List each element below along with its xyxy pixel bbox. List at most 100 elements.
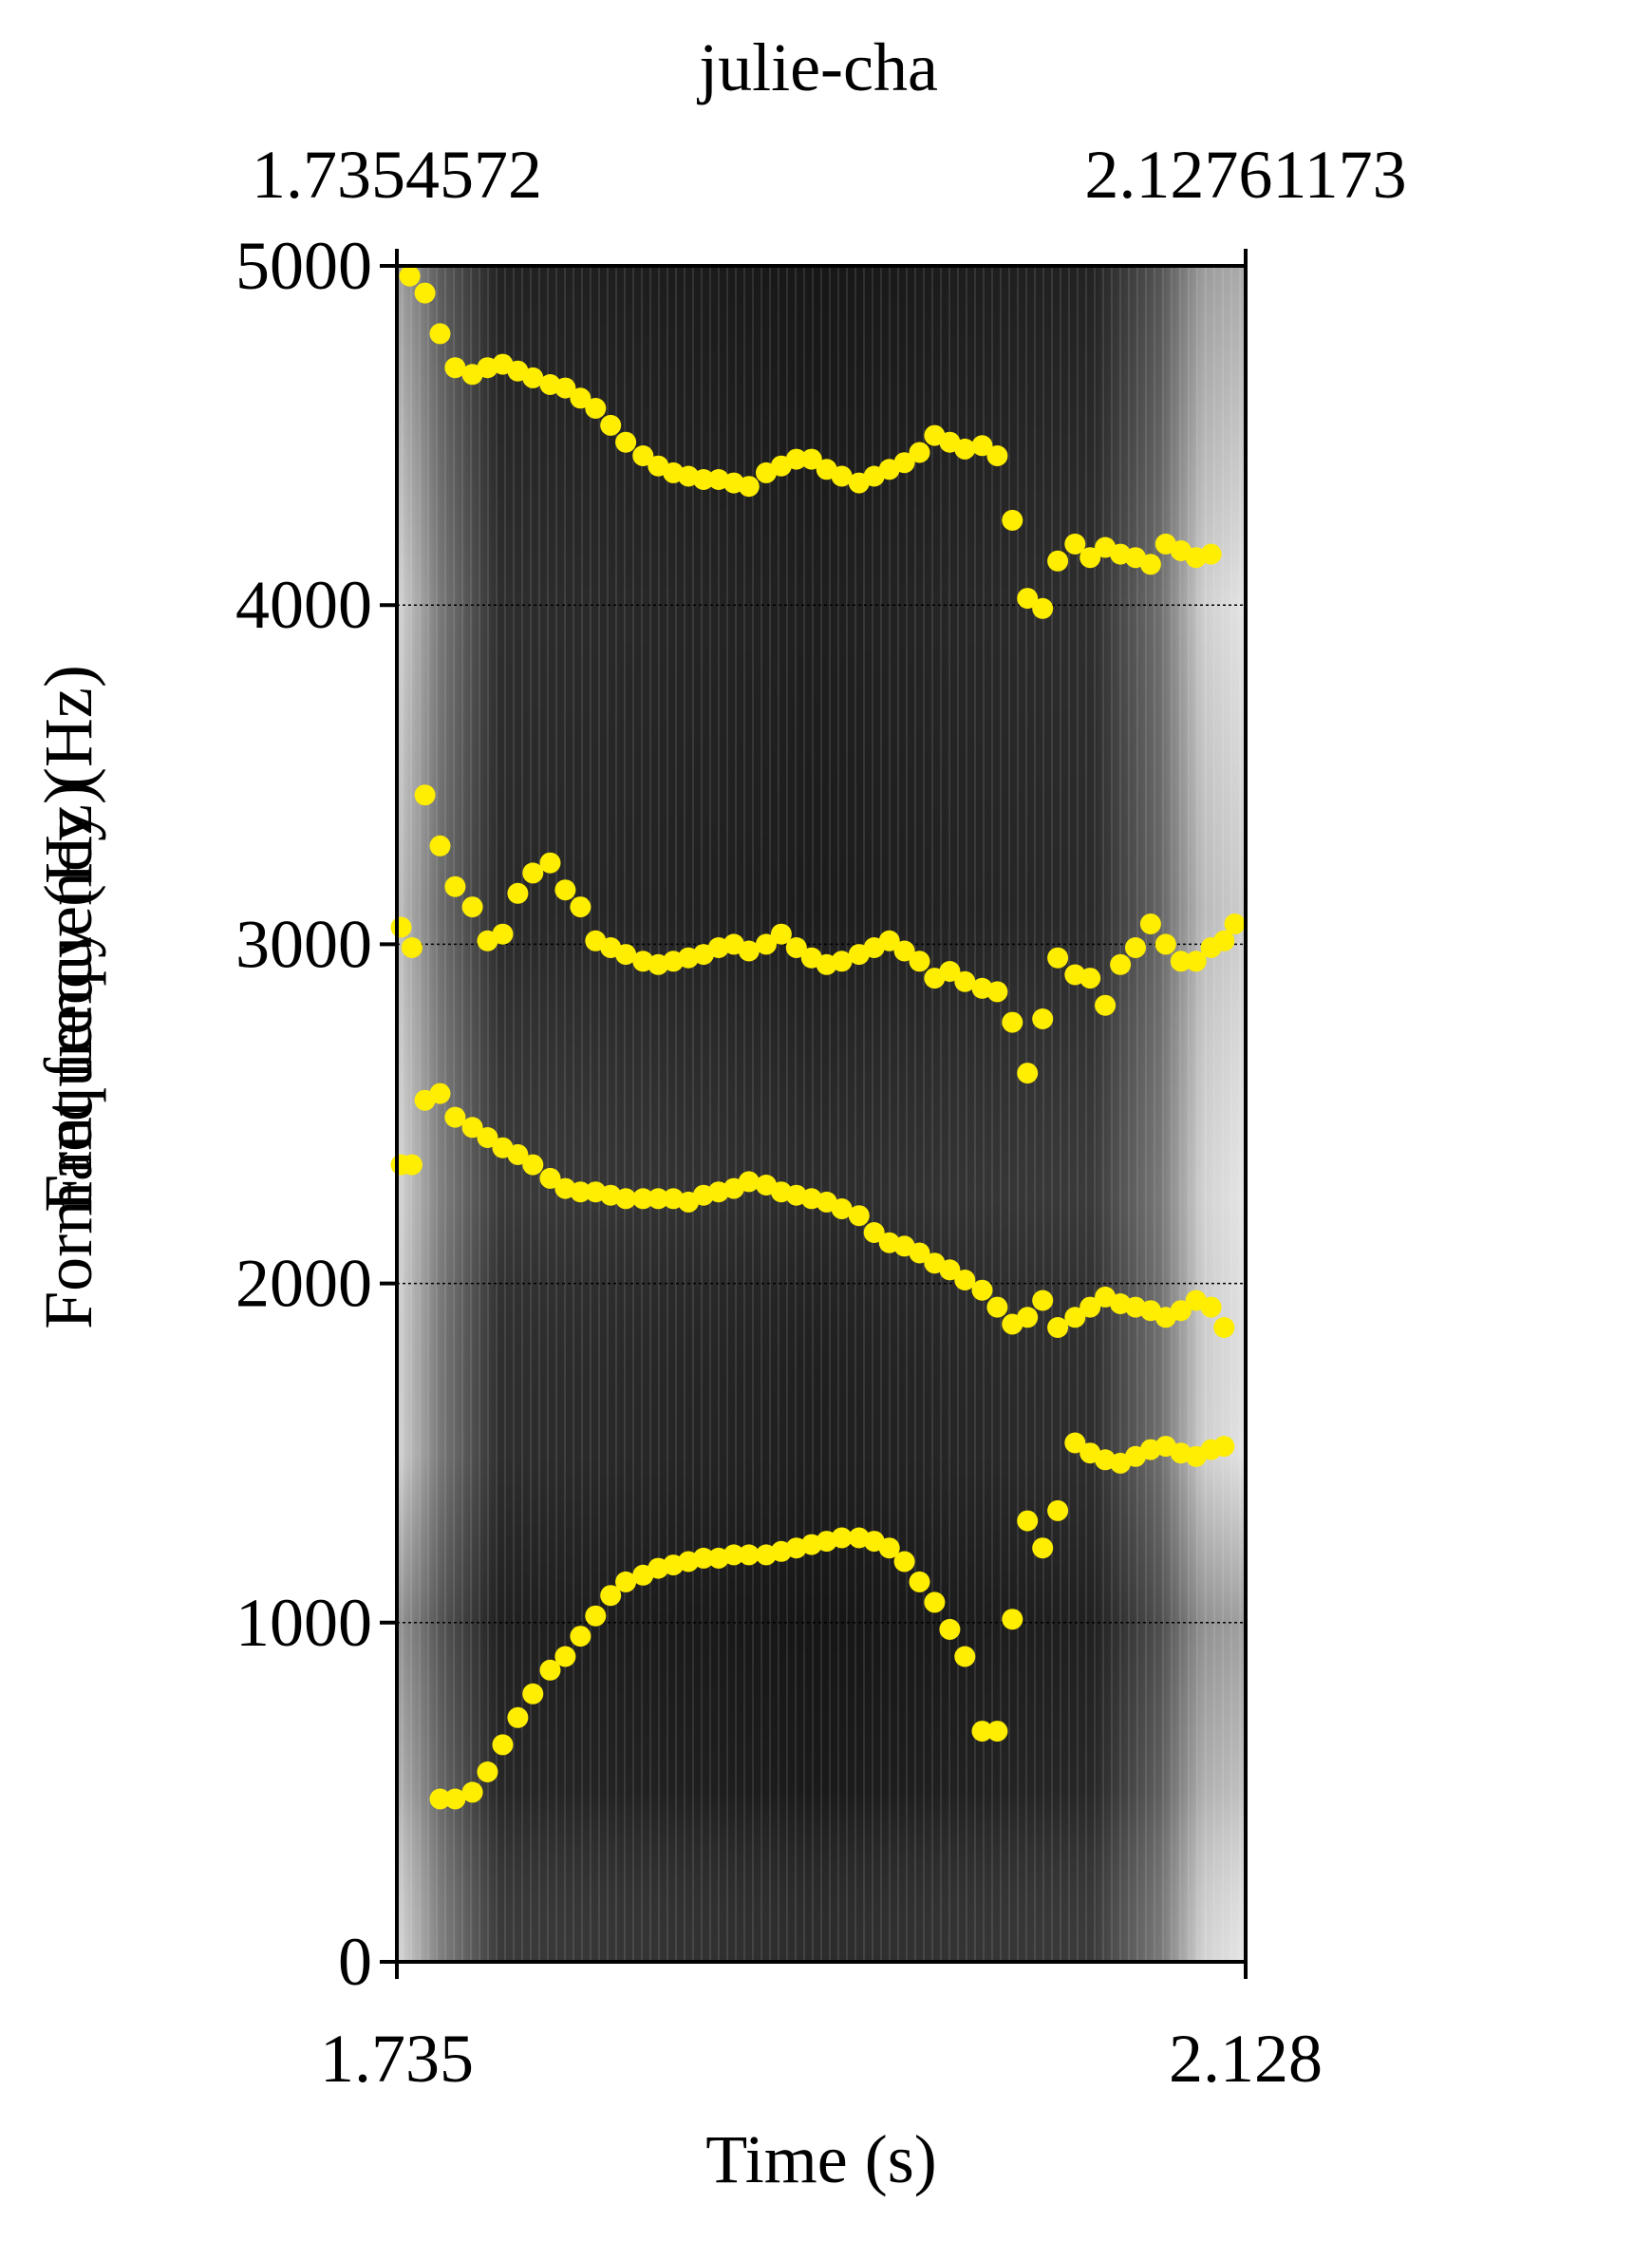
formant-point-f1 <box>785 448 807 470</box>
formant-point-f1 <box>615 431 637 453</box>
formant-point-f3 <box>1213 1317 1235 1338</box>
formant-point-f2 <box>785 937 807 958</box>
formant-point-f2 <box>1185 951 1207 972</box>
formant-point-f1 <box>693 469 714 490</box>
formant-point-f3 <box>507 1143 529 1165</box>
formant-point-f3 <box>444 1106 466 1128</box>
formant-point-f2 <box>429 835 451 857</box>
formant-point-f4 <box>723 1544 744 1566</box>
y-tick-label: 1000 <box>235 1585 372 1661</box>
formant-point-f2 <box>1032 1008 1054 1029</box>
formant-point-f2 <box>1017 1063 1039 1084</box>
formant-point-f2 <box>615 944 637 966</box>
formant-point-f4 <box>971 1721 993 1742</box>
formant-point-f2 <box>986 981 1008 1003</box>
formant-point-f2 <box>1125 937 1146 958</box>
formant-point-f1 <box>444 357 466 379</box>
formant-point-f4 <box>693 1547 714 1569</box>
formant-point-f4 <box>1047 1499 1069 1521</box>
formant-point-f3 <box>1170 1300 1192 1322</box>
formant-point-f1 <box>600 414 622 436</box>
formant-point-f1 <box>1017 588 1039 610</box>
formant-point-f3 <box>986 1296 1008 1318</box>
formant-point-f1 <box>1139 554 1161 575</box>
formant-point-f1 <box>522 367 544 388</box>
formant-point-f4 <box>1002 1609 1023 1630</box>
formant-point-f4 <box>522 1683 544 1704</box>
formant-point-f1 <box>909 442 930 463</box>
formant-point-f3 <box>1032 1290 1054 1311</box>
formant-point-f3 <box>401 1154 422 1176</box>
formant-point-f2 <box>570 896 591 918</box>
formant-point-f3 <box>954 1270 976 1290</box>
formant-point-f4 <box>507 1706 529 1728</box>
y-tick-label: 2000 <box>235 1246 372 1322</box>
formant-point-f2 <box>507 882 529 904</box>
formant-point-f4 <box>492 1734 514 1756</box>
formant-point-f2 <box>1170 951 1192 972</box>
formant-point-f4 <box>615 1571 637 1592</box>
top-time-label-start: 1.7354572 <box>252 137 542 213</box>
y-tick-label: 0 <box>338 1924 372 2000</box>
chart-title: julie-cha <box>696 29 938 105</box>
formant-point-f4 <box>429 1788 451 1810</box>
formant-point-f4 <box>939 1618 961 1640</box>
top-time-label-end: 2.12761173 <box>1084 137 1406 213</box>
formant-point-f1 <box>429 323 451 345</box>
formant-point-f3 <box>522 1154 544 1176</box>
formant-point-f2 <box>522 862 544 884</box>
formant-point-f1 <box>986 445 1008 466</box>
y-axis-label-frequency: Frequency (Hz) <box>30 782 106 1213</box>
formant-points <box>390 265 1246 1810</box>
formant-point-f4 <box>585 1605 607 1627</box>
formant-point-f1 <box>1200 543 1222 565</box>
formant-point-f4 <box>1064 1432 1086 1454</box>
formant-point-f1 <box>1064 533 1086 555</box>
formant-point-f1 <box>1047 550 1069 572</box>
formant-point-f3 <box>429 1083 451 1104</box>
formant-point-f2 <box>390 916 412 938</box>
formant-point-f3 <box>909 1242 930 1264</box>
y-tick-label: 4000 <box>235 567 372 643</box>
formant-point-f1 <box>414 282 436 304</box>
formant-point-f1 <box>570 387 591 409</box>
formant-point-f3 <box>570 1181 591 1203</box>
formant-point-f4 <box>738 1544 760 1566</box>
formant-point-f4 <box>1017 1510 1039 1532</box>
formant-point-f2 <box>756 933 777 955</box>
formant-point-f1 <box>1002 509 1023 531</box>
formant-point-f2 <box>539 852 561 874</box>
formant-point-f1 <box>893 452 915 474</box>
formant-point-f1 <box>1032 597 1054 619</box>
formant-point-f2 <box>831 951 853 972</box>
formant-point-f4 <box>444 1788 466 1810</box>
formant-point-f4 <box>461 1781 483 1803</box>
x-tick-label-end: 2.128 <box>1169 2021 1323 2097</box>
formant-point-f2 <box>893 940 915 962</box>
formant-point-f2 <box>770 923 792 945</box>
spectrogram-background <box>397 266 1246 1962</box>
formant-point-f3 <box>477 1127 498 1148</box>
formant-point-f1 <box>831 465 853 487</box>
gridlines <box>397 604 1246 1624</box>
y-axis-label-formant: Formant frequency (Hz) <box>30 665 106 1329</box>
formant-point-f4 <box>986 1721 1008 1742</box>
formant-point-f2 <box>1224 913 1246 934</box>
formant-point-f3 <box>632 1188 654 1210</box>
formant-point-f1 <box>632 445 654 466</box>
y-tick-label: 3000 <box>235 906 372 982</box>
formant-point-f1 <box>585 398 607 419</box>
x-axis-label: Time (s) <box>705 2121 936 2197</box>
formant-point-f4 <box>1213 1436 1235 1458</box>
formant-point-f1 <box>399 265 421 287</box>
formant-point-f4 <box>924 1591 946 1613</box>
formant-point-f1 <box>738 476 760 498</box>
formant-point-f2 <box>1213 930 1235 951</box>
formant-point-f3 <box>1017 1307 1039 1328</box>
formant-point-f2 <box>954 970 976 992</box>
formant-point-f1 <box>800 448 822 470</box>
formant-point-f4 <box>600 1585 622 1607</box>
plot-frame <box>395 264 1248 1964</box>
formant-point-f2 <box>1110 953 1132 975</box>
